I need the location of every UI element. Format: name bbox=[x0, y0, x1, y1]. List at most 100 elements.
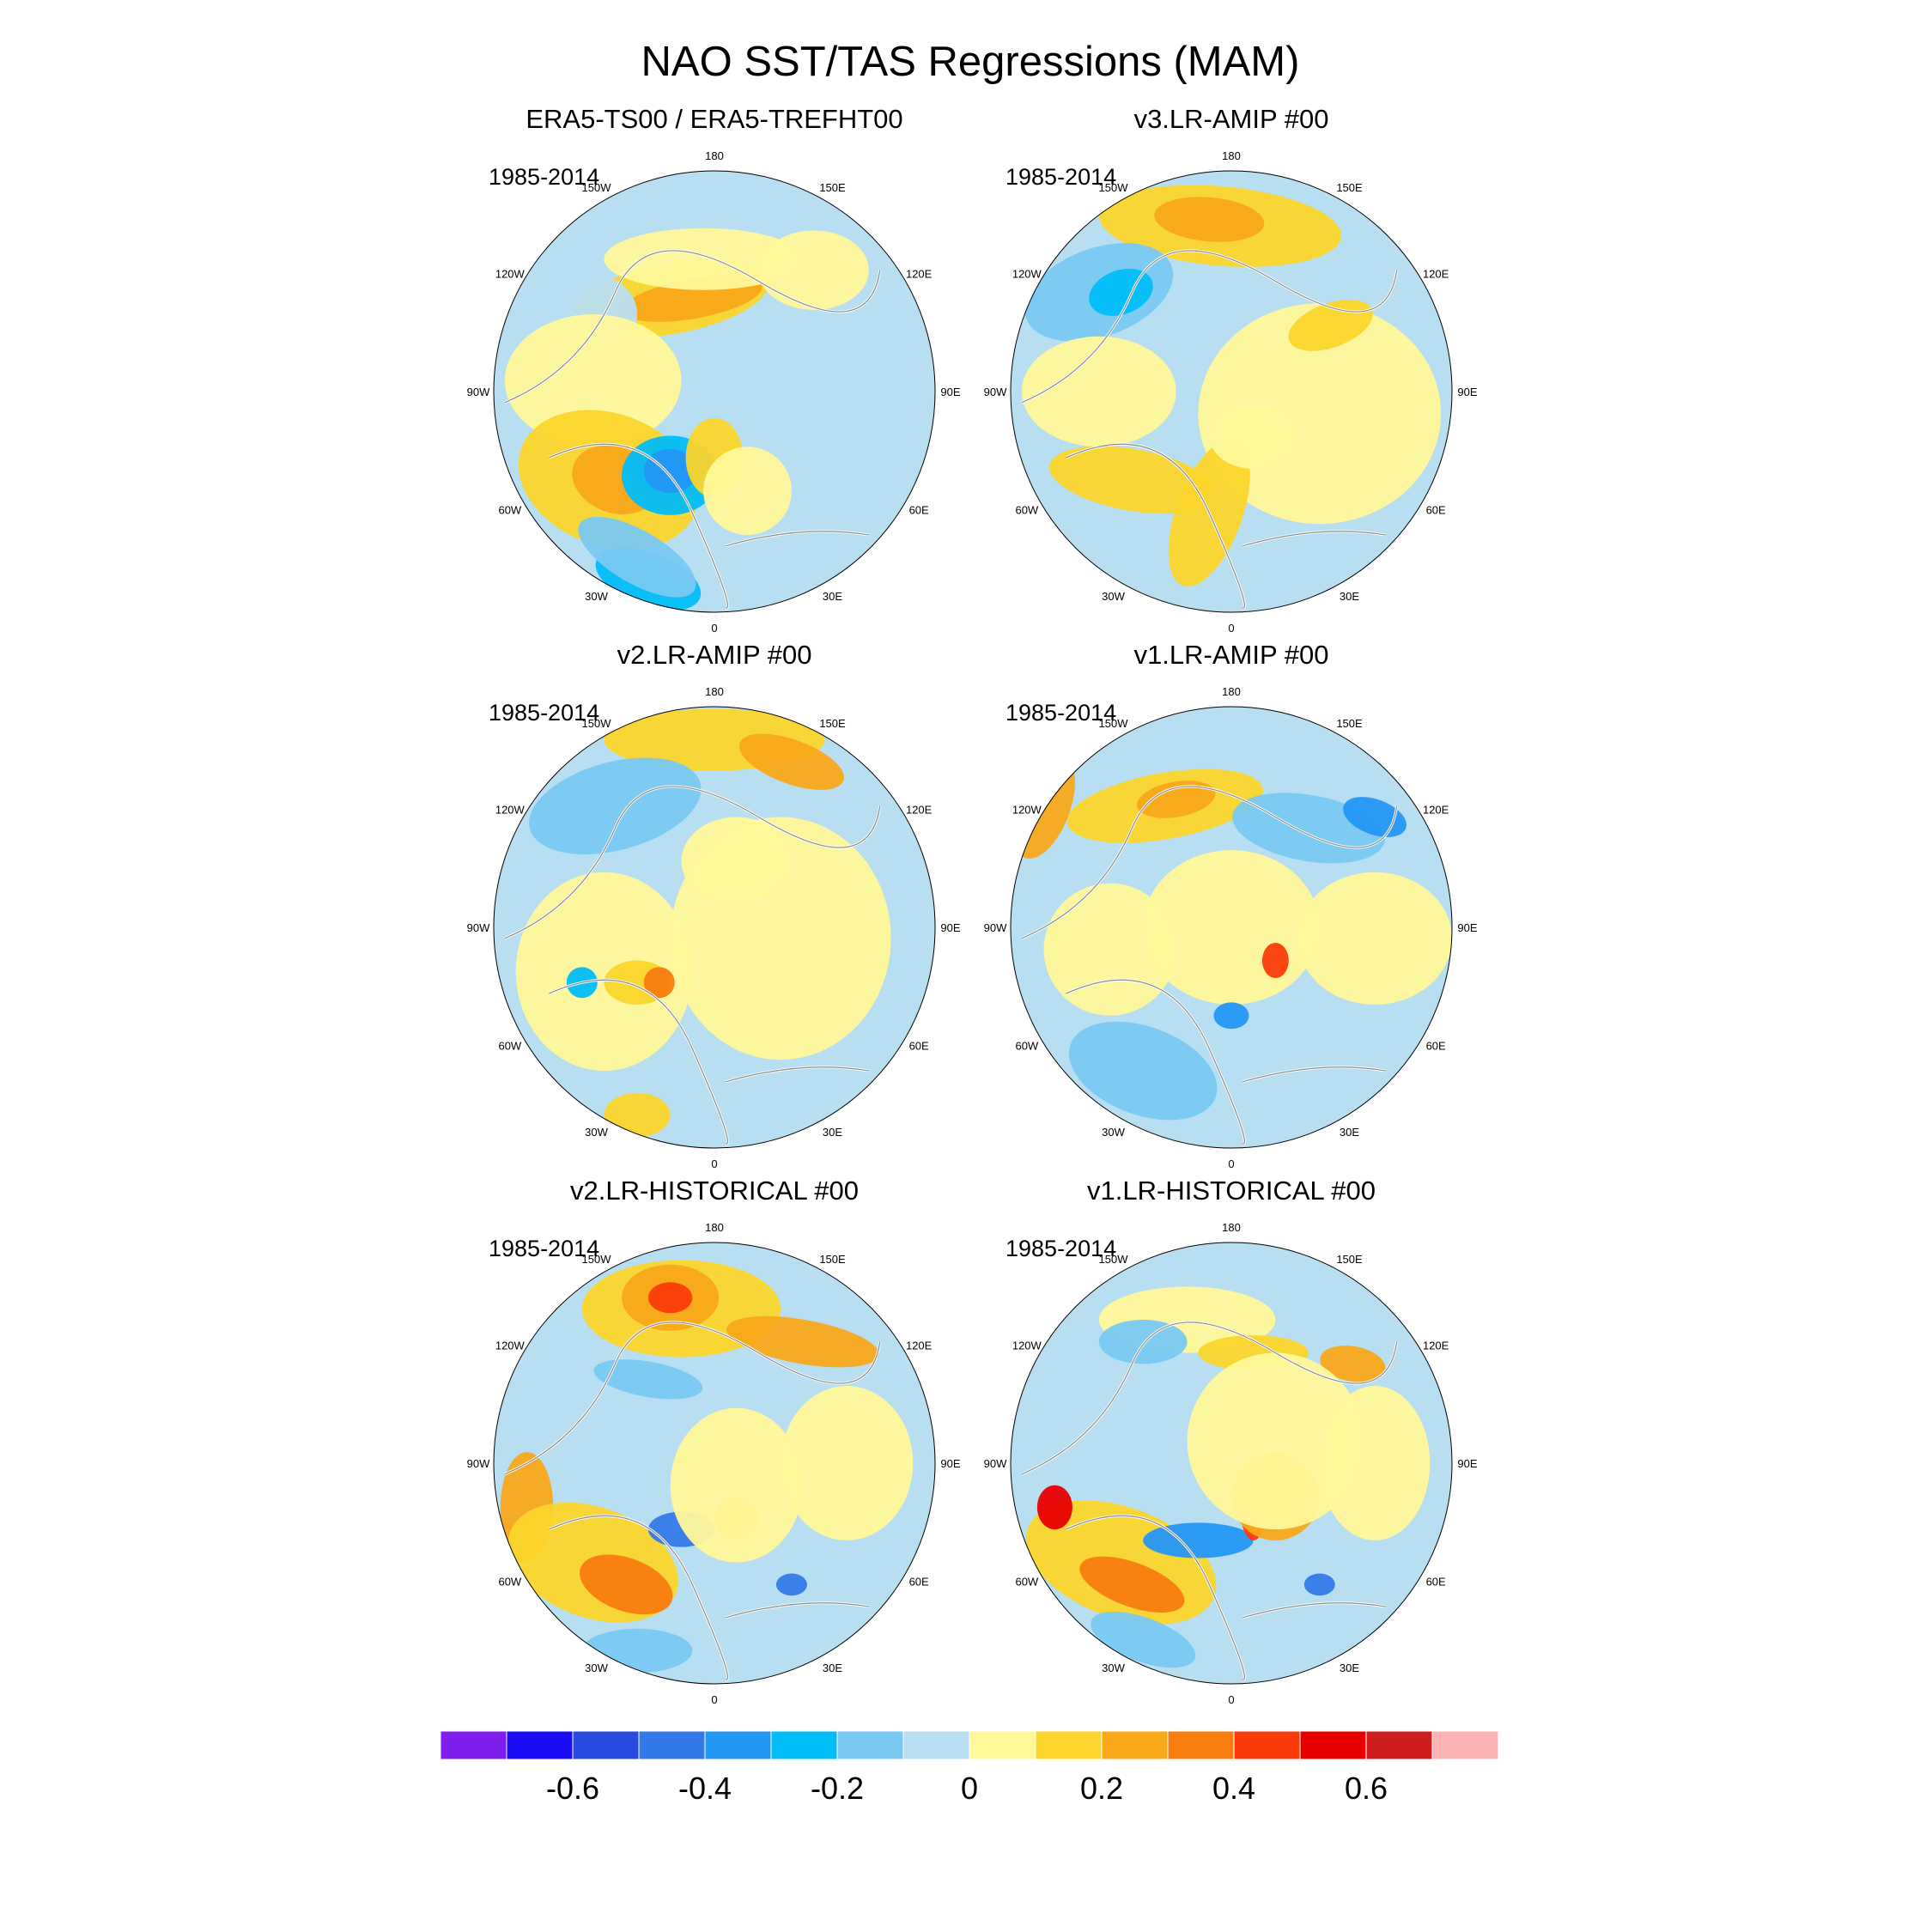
longitude-label: 90W bbox=[984, 386, 1007, 398]
panel-title: v1.LR-AMIP #00 bbox=[1134, 640, 1329, 670]
longitude-label: 90E bbox=[940, 1457, 960, 1470]
longitude-label: 150W bbox=[1099, 1253, 1129, 1266]
coastline bbox=[504, 786, 881, 939]
longitude-label: 30E bbox=[1340, 1662, 1359, 1674]
longitude-label: 120E bbox=[906, 804, 933, 817]
longitude-label: 180 bbox=[705, 1221, 724, 1234]
longitude-label: 30W bbox=[585, 1662, 608, 1674]
longitude-label: 150E bbox=[1336, 181, 1363, 194]
panel-title: ERA5-TS00 / ERA5-TREFHT00 bbox=[526, 104, 902, 134]
colorbar-box bbox=[638, 1730, 706, 1760]
anomaly-region bbox=[580, 1554, 673, 1615]
longitude-label: 120W bbox=[1012, 1340, 1042, 1352]
coastline bbox=[725, 531, 869, 547]
longitude-label: 150E bbox=[819, 1253, 846, 1266]
colorbar-box bbox=[1233, 1730, 1301, 1760]
anomaly-region bbox=[775, 1573, 807, 1596]
longitude-label: 60E bbox=[909, 504, 929, 517]
longitude-label: 150W bbox=[582, 181, 612, 194]
anomaly-region bbox=[1154, 197, 1265, 242]
anomaly-region bbox=[1137, 781, 1216, 818]
panel-title: v2.LR-HISTORICAL #00 bbox=[570, 1176, 859, 1206]
coastline bbox=[1242, 1066, 1386, 1083]
map-panel: 180 150E 120E 90E 60E 30E 0 30W 60W 90W 120W 150W ER… bbox=[467, 104, 961, 635]
map-border bbox=[493, 170, 936, 613]
longitude-label: 90W bbox=[467, 1457, 490, 1470]
longitude-label: 120W bbox=[1012, 804, 1042, 817]
map-border bbox=[1010, 706, 1453, 1149]
panels: 180 150E 120E 90E 60E 30E 0 30W 60W 90W 120W 150W ER… bbox=[467, 104, 1478, 1706]
period-label: 1985-2014 bbox=[489, 164, 599, 190]
longitude-label: 0 bbox=[711, 1693, 717, 1706]
longitude-label: 0 bbox=[711, 1157, 717, 1170]
longitude-label: 90W bbox=[467, 921, 490, 934]
colorbar-tick-label: 0.2 bbox=[1080, 1771, 1123, 1806]
anomaly-region bbox=[1036, 1485, 1072, 1530]
longitude-label: 120W bbox=[1012, 268, 1042, 281]
longitude-label: 150E bbox=[819, 717, 846, 730]
panel-title: v1.LR-HISTORICAL #00 bbox=[1087, 1176, 1376, 1206]
colorbar-box bbox=[1431, 1730, 1499, 1760]
map-panel: 180 150E 120E 90E 60E 30E 0 30W 60W 90W 120W 150W v1… bbox=[984, 1176, 1478, 1706]
longitude-label: 150E bbox=[1336, 717, 1363, 730]
anomaly-region bbox=[504, 314, 682, 447]
colorbar-tick-label: -0.4 bbox=[678, 1771, 732, 1806]
longitude-label: 60W bbox=[498, 1576, 521, 1589]
colorbar-tick-label: 0 bbox=[961, 1771, 978, 1806]
coastline bbox=[504, 1321, 881, 1475]
period-label: 1985-2014 bbox=[1005, 700, 1116, 726]
anomaly-region bbox=[1261, 942, 1289, 979]
longitude-label: 0 bbox=[1228, 622, 1234, 635]
longitude-label: 120E bbox=[1423, 804, 1449, 817]
map-border bbox=[493, 1242, 936, 1685]
longitude-label: 90E bbox=[940, 386, 960, 398]
colorbar-box bbox=[1035, 1730, 1103, 1760]
anomaly-region bbox=[643, 967, 675, 999]
coastline bbox=[504, 250, 881, 404]
anomaly-region bbox=[643, 448, 697, 494]
period-label: 1985-2014 bbox=[489, 700, 599, 726]
colorbar-tick-label: -0.2 bbox=[811, 1771, 864, 1806]
anomaly-region bbox=[1098, 1319, 1188, 1364]
coastline bbox=[1066, 443, 1245, 609]
colorbar-box bbox=[1167, 1730, 1235, 1760]
longitude-label: 0 bbox=[711, 622, 717, 635]
longitude-label: 60W bbox=[1015, 1576, 1038, 1589]
anomaly-region bbox=[681, 817, 792, 906]
anomaly-region bbox=[1021, 336, 1176, 447]
period-label: 1985-2014 bbox=[1005, 1236, 1116, 1261]
colorbar-tick-label: -0.6 bbox=[546, 1771, 599, 1806]
coastline bbox=[1021, 250, 1398, 404]
coastline bbox=[1021, 1321, 1398, 1475]
longitude-label: 180 bbox=[705, 149, 724, 162]
chart-title: NAO SST/TAS Regressions (MAM) bbox=[641, 39, 1300, 85]
anomaly-region bbox=[758, 230, 869, 310]
longitude-label: 90W bbox=[984, 1457, 1007, 1470]
longitude-label: 30E bbox=[1340, 1126, 1359, 1139]
longitude-label: 0 bbox=[1228, 1157, 1234, 1170]
longitude-label: 60E bbox=[1426, 504, 1446, 517]
longitude-label: 120E bbox=[906, 1340, 933, 1352]
period-label: 1985-2014 bbox=[489, 1236, 599, 1261]
colorbar-box bbox=[506, 1730, 574, 1760]
anomaly-region bbox=[1209, 402, 1298, 469]
longitude-label: 60W bbox=[1015, 1040, 1038, 1053]
anomaly-region bbox=[515, 872, 693, 1072]
anomaly-region bbox=[1319, 1386, 1431, 1540]
longitude-label: 30W bbox=[1102, 590, 1125, 603]
anomaly-region bbox=[1198, 303, 1442, 525]
colorbar-tick-label: 0.4 bbox=[1212, 1771, 1255, 1806]
anomaly-region bbox=[529, 757, 702, 854]
longitude-label: 150W bbox=[1099, 717, 1129, 730]
colorbar-box bbox=[902, 1730, 970, 1760]
colorbar-box bbox=[770, 1730, 838, 1760]
longitude-label: 180 bbox=[705, 685, 724, 698]
longitude-label: 180 bbox=[1222, 685, 1241, 698]
anomaly-region bbox=[1297, 872, 1452, 1005]
anomaly-region bbox=[1143, 1522, 1254, 1558]
coastline bbox=[549, 443, 728, 609]
map-panel: 180 150E 120E 90E 60E 30E 0 30W 60W 90W 120W 150W v1… bbox=[984, 640, 1478, 1170]
longitude-label: 90W bbox=[984, 921, 1007, 934]
colorbar-tick-label: 0.6 bbox=[1345, 1771, 1388, 1806]
